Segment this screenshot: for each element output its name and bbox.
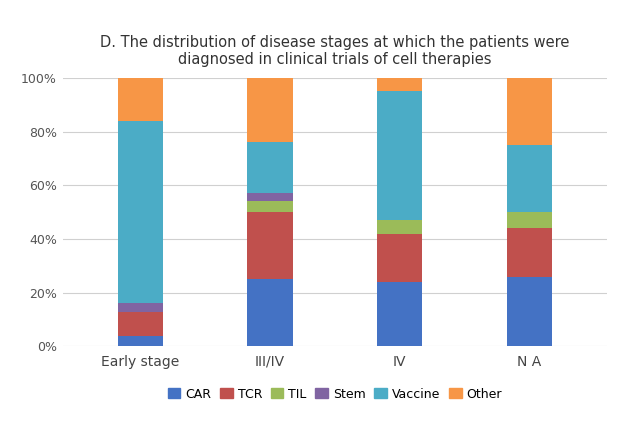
Bar <box>377 91 423 220</box>
Bar <box>118 336 163 346</box>
Bar <box>377 234 423 282</box>
Bar <box>247 212 293 279</box>
Bar <box>377 282 423 346</box>
Bar <box>247 201 293 212</box>
Bar <box>118 78 163 121</box>
Title: D. The distribution of disease stages at which the patients were
diagnosed in cl: D. The distribution of disease stages at… <box>100 35 570 67</box>
Legend: CAR, TCR, TIL, Stem, Vaccine, Other: CAR, TCR, TIL, Stem, Vaccine, Other <box>168 388 502 401</box>
Bar <box>118 311 163 336</box>
Bar <box>377 220 423 234</box>
Bar <box>247 194 293 201</box>
Bar <box>118 304 163 311</box>
Bar <box>377 78 423 91</box>
Bar <box>506 78 552 145</box>
Bar <box>506 228 552 277</box>
Bar <box>247 142 293 194</box>
Bar <box>506 277 552 346</box>
Bar <box>506 212 552 228</box>
Bar <box>247 279 293 346</box>
Bar <box>247 78 293 142</box>
Bar <box>506 145 552 212</box>
Bar <box>118 121 163 304</box>
